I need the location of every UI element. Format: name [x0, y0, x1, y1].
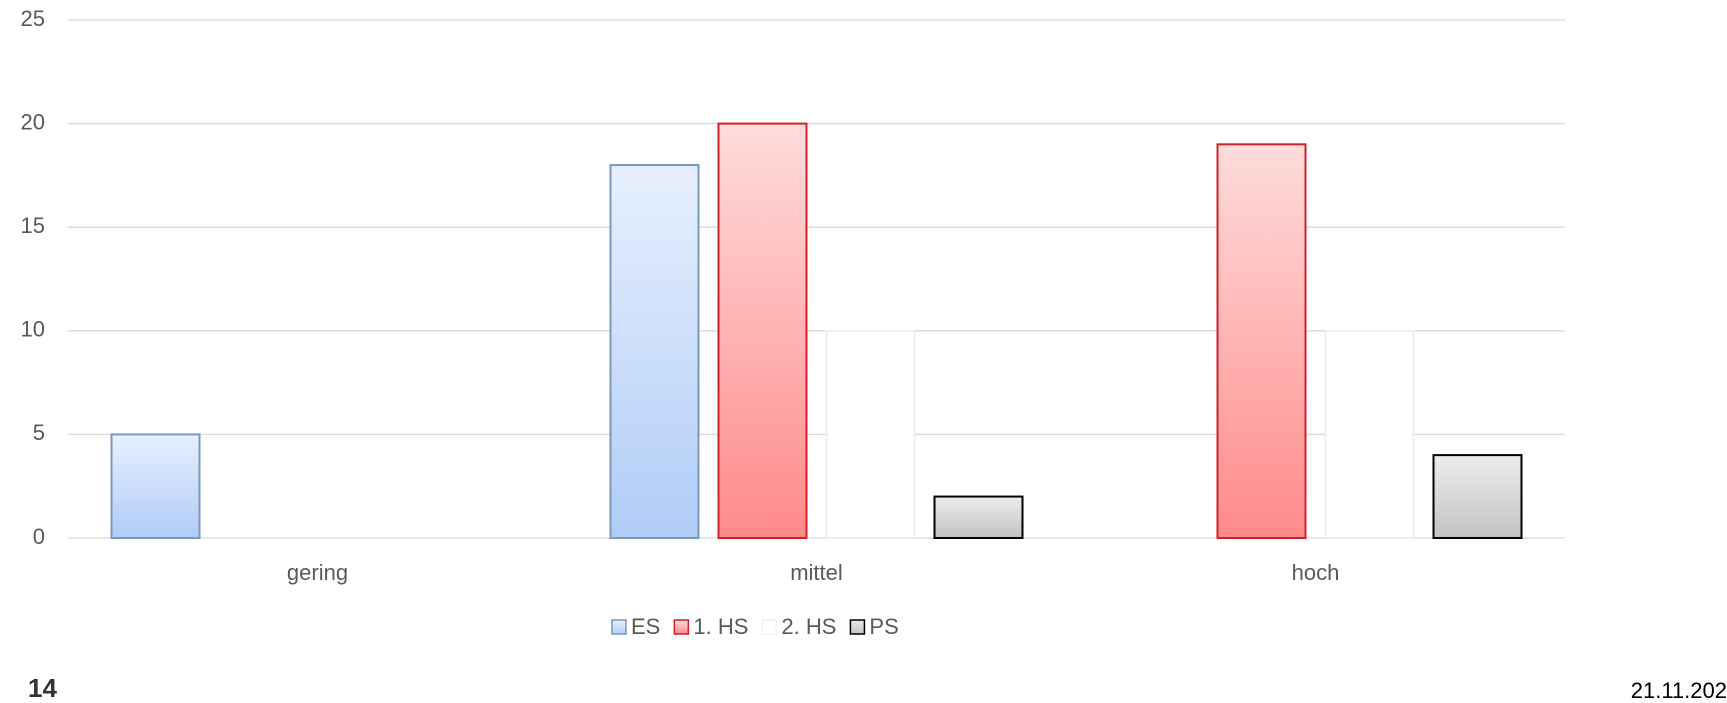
bar: [825, 329, 916, 539]
y-tick-label: 25: [21, 6, 45, 31]
slide-number: 14: [28, 673, 57, 703]
bar: [609, 164, 700, 539]
legend-swatch: [849, 619, 866, 635]
bar: [933, 495, 1024, 539]
x-tick-label: mittel: [790, 560, 843, 585]
legend-label: 2. HS: [781, 614, 836, 639]
x-tick-label: gering: [287, 560, 348, 585]
legend-label: PS: [869, 614, 898, 639]
legend-swatch: [611, 619, 627, 635]
y-tick-label: 0: [33, 524, 45, 549]
y-tick-label: 15: [21, 213, 45, 238]
bar: [1324, 329, 1415, 539]
legend-label: 1. HS: [693, 614, 748, 639]
bar: [1216, 143, 1307, 539]
bar: [1432, 454, 1523, 539]
legend-swatch: [761, 619, 778, 635]
x-tick-label: hoch: [1292, 560, 1340, 585]
date: 21.11.202: [1631, 678, 1727, 703]
bar: [110, 433, 201, 539]
y-tick-label: 5: [33, 420, 45, 445]
y-tick-label: 10: [21, 317, 45, 342]
legend-swatch: [673, 619, 690, 635]
legend-label: ES: [631, 614, 660, 639]
y-tick-label: 20: [21, 109, 45, 134]
bar: [717, 122, 808, 539]
